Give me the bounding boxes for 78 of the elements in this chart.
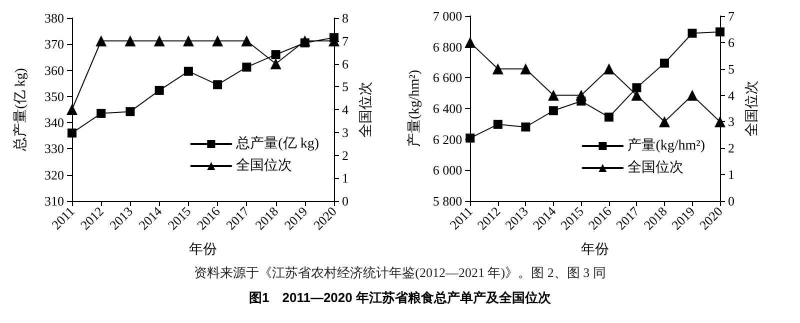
- y-tick-label: 360: [44, 62, 64, 78]
- y-axis-title: 产量(kg/hm²): [406, 70, 422, 148]
- y2-tick-label: 5: [728, 61, 734, 76]
- y-tick-label: 6 800: [432, 39, 462, 54]
- y2-tick-label: 2: [728, 140, 734, 156]
- point: [241, 35, 252, 46]
- y2-tick-label: 7: [342, 33, 349, 48]
- y2-tick-label: 1: [342, 170, 348, 186]
- point: [521, 122, 530, 132]
- point: [658, 116, 670, 128]
- y2-tick-label: 3: [342, 124, 348, 140]
- y2-tick-label: 6: [728, 34, 735, 50]
- point: [213, 80, 222, 90]
- text: 资料来源于《江苏省农村经济统计年鉴(2012—2021 年)》。图 2、图 3 同: [193, 264, 607, 282]
- y-tick-label: 350: [44, 88, 64, 104]
- point: [299, 35, 310, 46]
- y2-tick-label: 3: [728, 114, 734, 130]
- y2-tick-label: 6: [342, 56, 349, 72]
- point: [603, 63, 614, 74]
- y-axis-title: 总产量(亿 kg): [12, 68, 28, 152]
- point: [520, 63, 532, 74]
- y-tick-label: 320: [44, 167, 64, 182]
- y2-tick-label: 2: [342, 148, 348, 163]
- y-tick-label: 6 200: [432, 132, 462, 147]
- legend-label: 总产量(亿 kg): [235, 136, 320, 152]
- x-axis-title: 年份: [581, 242, 610, 258]
- point: [96, 108, 106, 118]
- point: [154, 86, 164, 95]
- point: [716, 27, 724, 36]
- y-tick-label: 310: [44, 194, 64, 208]
- y2-axis-title: 全国位次: [358, 82, 374, 138]
- point: [96, 35, 107, 46]
- point: [714, 116, 726, 128]
- point: [182, 35, 194, 46]
- y-tick-label: 5 800: [432, 194, 462, 208]
- point: [242, 62, 252, 72]
- y2-tick-label: 8: [342, 10, 348, 26]
- y2-tick-label: 0: [728, 194, 734, 208]
- point: [492, 63, 504, 74]
- y-tick-label: 6 000: [432, 162, 462, 178]
- point: [688, 28, 697, 38]
- y-tick-label: 380: [44, 10, 64, 26]
- point: [270, 58, 282, 70]
- point: [632, 83, 642, 92]
- point: [686, 90, 698, 101]
- point: [66, 104, 78, 115]
- y2-tick-label: 0: [342, 194, 348, 208]
- point: [124, 35, 136, 46]
- y-tick-label: 7 000: [432, 8, 462, 24]
- point: [548, 90, 559, 101]
- point: [548, 106, 558, 116]
- point: [660, 58, 669, 68]
- point: [493, 120, 502, 129]
- y2-tick-label: 7: [728, 8, 735, 24]
- point: [154, 35, 165, 46]
- point: [604, 112, 614, 122]
- y-tick-label: 330: [44, 141, 64, 156]
- y-tick-label: 340: [44, 115, 64, 130]
- point: [576, 90, 587, 101]
- y2-tick-label: 4: [342, 102, 349, 117]
- point: [271, 50, 280, 60]
- point: [126, 107, 135, 116]
- y-tick-label: 6 600: [432, 70, 462, 86]
- x-axis-title: 年份: [189, 242, 217, 258]
- legend-label: 全国位次: [628, 160, 684, 176]
- point: [212, 35, 224, 46]
- y2-tick-label: 5: [342, 79, 348, 94]
- y2-tick-label: 4: [728, 88, 735, 103]
- point: [184, 66, 193, 76]
- y-tick-label: 6 400: [432, 101, 462, 116]
- text: 图1 2011—2020 年江苏省粮食总产单产及全国位次: [248, 289, 552, 307]
- y2-axis-title: 全国位次: [744, 80, 760, 136]
- point: [464, 36, 476, 48]
- y-tick-label: 370: [44, 36, 64, 52]
- y2-tick-label: 1: [728, 167, 734, 182]
- point: [68, 128, 76, 138]
- legend-label: 全国位次: [236, 158, 292, 174]
- legend-label: 产量(kg/hm²): [628, 138, 706, 154]
